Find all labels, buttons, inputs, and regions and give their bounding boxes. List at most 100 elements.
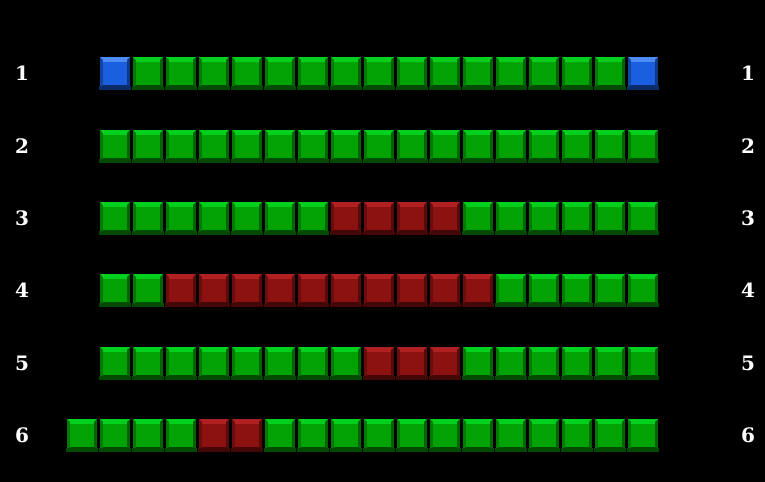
seat-green[interactable]	[528, 419, 560, 452]
seat-green[interactable]	[297, 130, 329, 163]
seat-green[interactable]	[462, 130, 494, 163]
seat-green[interactable]	[495, 57, 527, 90]
seat-green[interactable]	[231, 347, 263, 380]
seat-red[interactable]	[231, 419, 263, 452]
seat-green[interactable]	[495, 202, 527, 235]
seat-green[interactable]	[396, 57, 428, 90]
seat-green[interactable]	[99, 347, 131, 380]
seat-green[interactable]	[198, 202, 230, 235]
seat-green[interactable]	[528, 202, 560, 235]
seat-green[interactable]	[627, 347, 659, 380]
seat-green[interactable]	[495, 347, 527, 380]
seat-red[interactable]	[429, 274, 461, 307]
seat-green[interactable]	[627, 130, 659, 163]
seat-red[interactable]	[363, 347, 395, 380]
seat-green[interactable]	[330, 57, 362, 90]
seat-green[interactable]	[594, 57, 626, 90]
seat-blue[interactable]	[627, 57, 659, 90]
seat-green[interactable]	[132, 57, 164, 90]
seat-green[interactable]	[132, 347, 164, 380]
seat-red[interactable]	[330, 202, 362, 235]
seat-red[interactable]	[330, 274, 362, 307]
seat-green[interactable]	[429, 57, 461, 90]
seat-green[interactable]	[396, 130, 428, 163]
seat-green[interactable]	[528, 57, 560, 90]
seat-green[interactable]	[264, 347, 296, 380]
seat-red[interactable]	[165, 274, 197, 307]
seat-green[interactable]	[165, 57, 197, 90]
seat-green[interactable]	[330, 347, 362, 380]
seat-green[interactable]	[165, 419, 197, 452]
seat-green[interactable]	[528, 347, 560, 380]
seat-green[interactable]	[132, 419, 164, 452]
seat-green[interactable]	[297, 57, 329, 90]
seat-green[interactable]	[99, 130, 131, 163]
seat-green[interactable]	[264, 57, 296, 90]
seat-green[interactable]	[297, 202, 329, 235]
seat-green[interactable]	[528, 274, 560, 307]
seat-red[interactable]	[396, 274, 428, 307]
seat-green[interactable]	[264, 202, 296, 235]
seat-green[interactable]	[231, 202, 263, 235]
seat-green[interactable]	[594, 274, 626, 307]
seat-green[interactable]	[198, 347, 230, 380]
seat-red[interactable]	[198, 274, 230, 307]
seat-green[interactable]	[363, 57, 395, 90]
seat-green[interactable]	[99, 419, 131, 452]
seat-red[interactable]	[429, 347, 461, 380]
seat-green[interactable]	[66, 419, 98, 452]
seat-green[interactable]	[99, 202, 131, 235]
seat-green[interactable]	[264, 130, 296, 163]
seat-green[interactable]	[594, 130, 626, 163]
seat-green[interactable]	[561, 274, 593, 307]
seat-green[interactable]	[132, 202, 164, 235]
seat-green[interactable]	[561, 57, 593, 90]
seat-green[interactable]	[330, 130, 362, 163]
seat-green[interactable]	[561, 347, 593, 380]
seat-green[interactable]	[594, 419, 626, 452]
seat-red[interactable]	[198, 419, 230, 452]
seat-green[interactable]	[231, 57, 263, 90]
seat-green[interactable]	[297, 419, 329, 452]
seat-red[interactable]	[363, 274, 395, 307]
seat-blue[interactable]	[99, 57, 131, 90]
seat-red[interactable]	[396, 202, 428, 235]
seat-green[interactable]	[330, 419, 362, 452]
seat-green[interactable]	[627, 274, 659, 307]
seat-red[interactable]	[363, 202, 395, 235]
seat-green[interactable]	[264, 419, 296, 452]
seat-green[interactable]	[495, 419, 527, 452]
seat-green[interactable]	[429, 130, 461, 163]
seat-green[interactable]	[627, 419, 659, 452]
seat-green[interactable]	[594, 202, 626, 235]
seat-green[interactable]	[165, 202, 197, 235]
seat-green[interactable]	[429, 419, 461, 452]
seat-green[interactable]	[495, 274, 527, 307]
seat-green[interactable]	[495, 130, 527, 163]
seat-green[interactable]	[363, 130, 395, 163]
seat-green[interactable]	[462, 347, 494, 380]
seat-green[interactable]	[528, 130, 560, 163]
seat-green[interactable]	[198, 130, 230, 163]
seat-green[interactable]	[231, 130, 263, 163]
seat-red[interactable]	[264, 274, 296, 307]
seat-green[interactable]	[462, 419, 494, 452]
seat-green[interactable]	[561, 130, 593, 163]
seat-green[interactable]	[462, 57, 494, 90]
seat-green[interactable]	[165, 347, 197, 380]
seat-green[interactable]	[462, 202, 494, 235]
seat-red[interactable]	[429, 202, 461, 235]
seat-green[interactable]	[165, 130, 197, 163]
seat-green[interactable]	[627, 202, 659, 235]
seat-green[interactable]	[561, 419, 593, 452]
seat-red[interactable]	[462, 274, 494, 307]
seat-green[interactable]	[363, 419, 395, 452]
seat-green[interactable]	[198, 57, 230, 90]
seat-red[interactable]	[396, 347, 428, 380]
seat-green[interactable]	[297, 347, 329, 380]
seat-green[interactable]	[561, 202, 593, 235]
seat-green[interactable]	[594, 347, 626, 380]
seat-red[interactable]	[297, 274, 329, 307]
seat-green[interactable]	[396, 419, 428, 452]
seat-red[interactable]	[231, 274, 263, 307]
